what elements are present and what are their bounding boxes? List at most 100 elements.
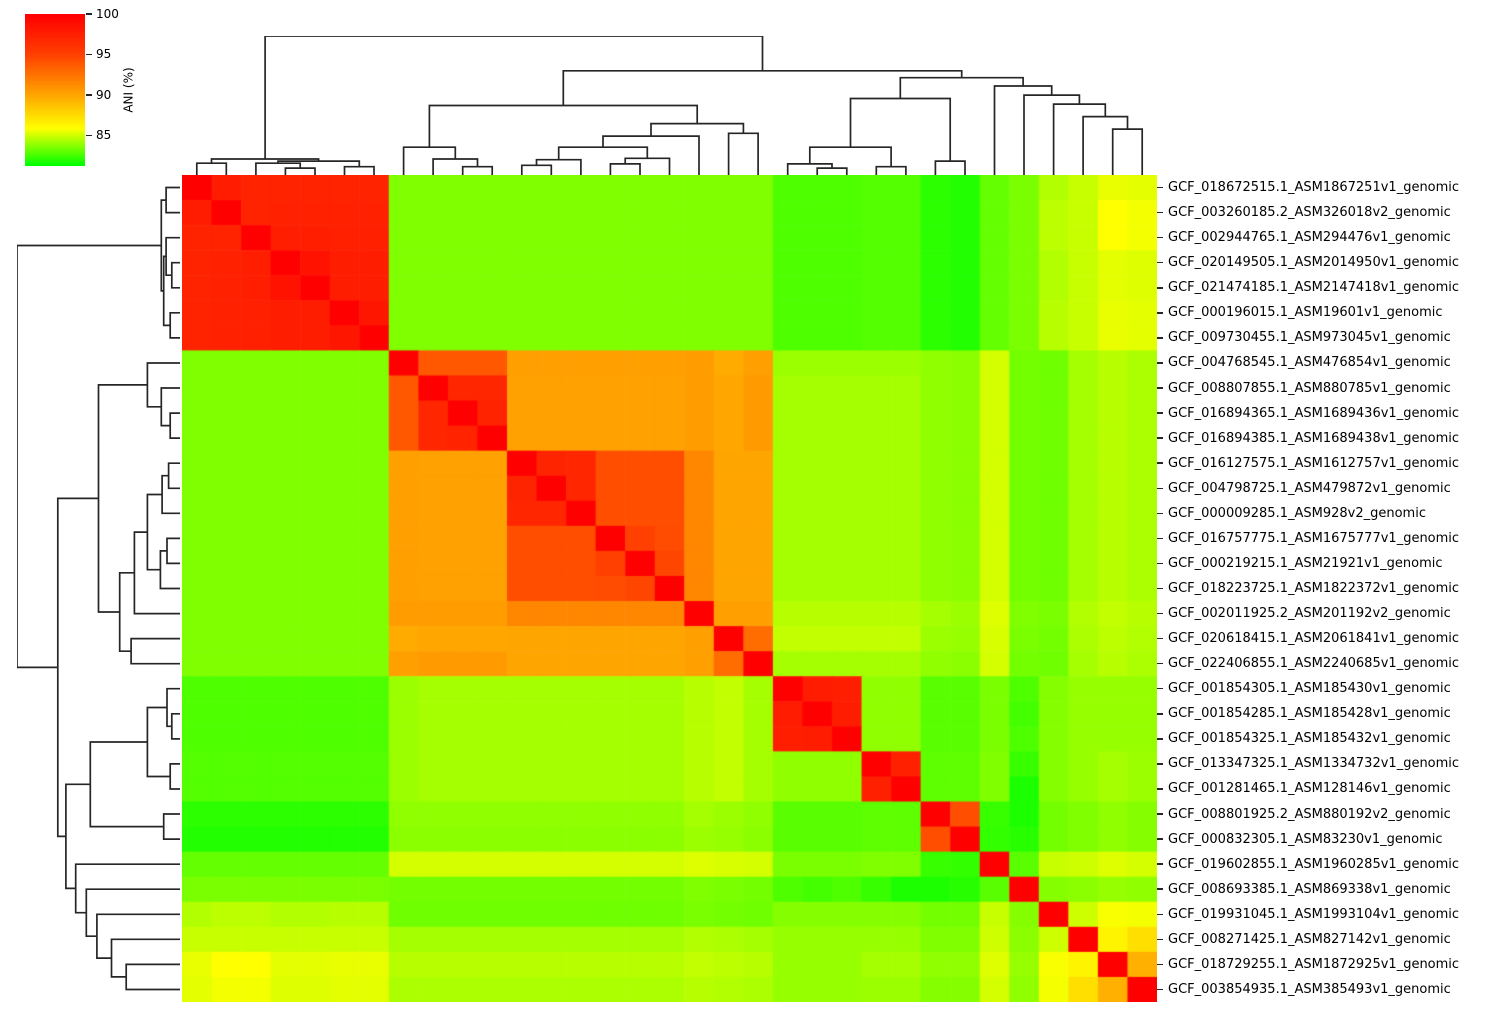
dendrogram-link: [284, 167, 316, 175]
row-label-text: GCF_020618415.1_ASM2061841v1_genomic: [1168, 631, 1460, 647]
dendrogram-link: [264, 36, 764, 159]
row-label-text: GCF_003854935.1_ASM385493v1_genomic: [1168, 981, 1451, 997]
row-tick-mark: [1157, 888, 1163, 890]
row-tick-mark: [1157, 437, 1163, 439]
row-label: GCF_018672515.1_ASM1867251v1_genomic: [1157, 175, 1459, 201]
column-dendrogram: [195, 36, 1144, 175]
dendrogram-link: [535, 158, 582, 175]
row-label: GCF_004798725.1_ASM479872v1_genomic: [1157, 475, 1451, 501]
row-tick-mark: [1157, 562, 1163, 565]
row-label-text: GCF_022406855.1_ASM2240685v1_genomic: [1168, 656, 1460, 672]
row-label: GCF_013347325.1_ASM1334732v1_genomic: [1157, 751, 1459, 777]
row-tick-mark: [1157, 362, 1163, 364]
dendrogram-link: [428, 104, 699, 148]
row-tick-mark: [1157, 662, 1163, 665]
row-label: GCF_003854935.1_ASM385493v1_genomic: [1157, 976, 1451, 1002]
row-tick-mark: [1157, 838, 1163, 840]
colorbar-tick-label: 85: [96, 128, 112, 143]
dendrogram-link: [165, 236, 180, 277]
dendrogram-link: [277, 160, 361, 167]
row-label-text: GCF_000219215.1_ASM21921v1_genomic: [1168, 555, 1443, 571]
row-label-text: GCF_008693385.1_ASM869338v1_genomic: [1168, 881, 1451, 897]
row-tick-mark: [1157, 612, 1163, 615]
row-label-text: GCF_016127575.1_ASM1612757v1_genomic: [1168, 455, 1460, 471]
dendrogram-link: [162, 813, 180, 840]
row-tick-mark: [1157, 988, 1163, 991]
row-label-text: GCF_019602855.1_ASM1960285v1_genomic: [1168, 856, 1460, 872]
row-label-text: GCF_018729255.1_ASM1872925v1_genomic: [1168, 956, 1460, 972]
row-label-text: GCF_000009285.1_ASM928v2_genomic: [1168, 505, 1426, 521]
dendrogram-link: [166, 687, 180, 728]
row-label-text: GCF_004768545.1_ASM476854v1_genomic: [1168, 355, 1451, 371]
row-label: GCF_008807855.1_ASM880785v1_genomic: [1157, 375, 1451, 401]
row-tick-mark: [1157, 788, 1163, 790]
row-label: GCF_021474185.1_ASM2147418v1_genomic: [1157, 275, 1459, 301]
row-label-text: GCF_003260185.2_ASM326018v2_genomic: [1168, 205, 1451, 221]
dendrogram-link: [609, 163, 641, 175]
colorbar-axis-label-text: ANI (%): [122, 67, 136, 113]
dendrogram-link: [520, 164, 553, 175]
row-label-text: GCF_008801925.2_ASM880192v2_genomic: [1168, 806, 1451, 822]
row-label-text: GCF_000196015.1_ASM19601v1_genomic: [1168, 305, 1443, 321]
row-tick-mark: [1157, 337, 1163, 339]
row-label-text: GCF_016894385.1_ASM1689438v1_genomic: [1168, 430, 1460, 446]
row-label: GCF_019931045.1_ASM1993104v1_genomic: [1157, 901, 1459, 927]
dendrogram-link: [562, 69, 963, 106]
colorbar-tick-label: 100: [96, 7, 119, 21]
dendrogram-link: [169, 763, 180, 790]
row-tick-mark: [1157, 261, 1163, 264]
row-label: GCF_004768545.1_ASM476854v1_genomic: [1157, 350, 1451, 376]
row-label-text: GCF_000832305.1_ASM83230v1_genomic: [1168, 831, 1443, 847]
row-label: GCF_001854325.1_ASM185432v1_genomic: [1157, 726, 1451, 752]
dendrogram-link: [786, 163, 833, 175]
dendrogram-link: [161, 474, 180, 515]
row-tick-mark: [1157, 863, 1163, 865]
row-tick-mark: [1157, 312, 1163, 314]
colorbar-tick-mark: [86, 134, 92, 137]
dendrogram-link: [816, 167, 848, 175]
row-tick-mark: [1157, 637, 1163, 640]
row-label: GCF_020149505.1_ASM2014950v1_genomic: [1157, 250, 1459, 276]
row-label: GCF_003260185.2_ASM326018v2_genomic: [1157, 200, 1451, 226]
dendrogram-link: [727, 132, 759, 175]
row-label: GCF_016757775.1_ASM1675777v1_genomic: [1157, 525, 1459, 551]
row-label: GCF_001854285.1_ASM185428v1_genomic: [1157, 701, 1451, 727]
row-tick-mark: [1157, 587, 1163, 590]
row-label: GCF_001281465.1_ASM128146v1_genomic: [1157, 776, 1451, 802]
row-label: GCF_000196015.1_ASM19601v1_genomic: [1157, 300, 1443, 326]
row-tick-mark: [1157, 763, 1163, 765]
row-label: GCF_001854305.1_ASM185430v1_genomic: [1157, 676, 1451, 702]
dendrogram-link: [130, 637, 180, 665]
row-label-text: GCF_016757775.1_ASM1675777v1_genomic: [1168, 530, 1460, 546]
row-label-text: GCF_001854305.1_ASM185430v1_genomic: [1168, 681, 1451, 697]
dendrogram-link: [402, 146, 457, 175]
row-label-text: GCF_001854325.1_ASM185432v1_genomic: [1168, 731, 1451, 747]
row-label: GCF_000009285.1_ASM928v2_genomic: [1157, 500, 1426, 526]
dendrogram-link: [17, 244, 162, 669]
row-tick-mark: [1157, 236, 1163, 239]
colorbar-tick-label: 90: [96, 87, 112, 102]
row-label: GCF_009730455.1_ASM973045v1_genomic: [1157, 325, 1451, 351]
dendrogram-link: [1111, 128, 1144, 175]
dendrogram-link: [343, 165, 375, 175]
row-tick-mark: [1157, 487, 1163, 489]
dendrogram-link: [255, 162, 302, 175]
row-tick-mark: [1157, 412, 1163, 414]
row-label-text: GCF_016894365.1_ASM1689436v1_genomic: [1168, 405, 1460, 421]
row-tick-mark: [1157, 537, 1163, 540]
colorbar-tick-mark: [86, 13, 92, 15]
dendrogram-link: [993, 85, 1053, 175]
dendrogram-link: [167, 462, 180, 490]
dendrogram-link: [96, 913, 180, 959]
row-label: GCF_019602855.1_ASM1960285v1_genomic: [1157, 851, 1459, 877]
dendrogram-link: [159, 550, 180, 590]
dendrogram-link: [170, 712, 180, 740]
dendrogram-link: [849, 97, 952, 162]
dendrogram-link: [1082, 115, 1129, 175]
row-tick-mark: [1157, 813, 1163, 815]
row-label: GCF_008693385.1_ASM869338v1_genomic: [1157, 876, 1451, 902]
row-tick-mark: [1157, 186, 1163, 189]
dendrogram-link: [110, 938, 180, 978]
colorbar-gradient: [25, 14, 85, 166]
